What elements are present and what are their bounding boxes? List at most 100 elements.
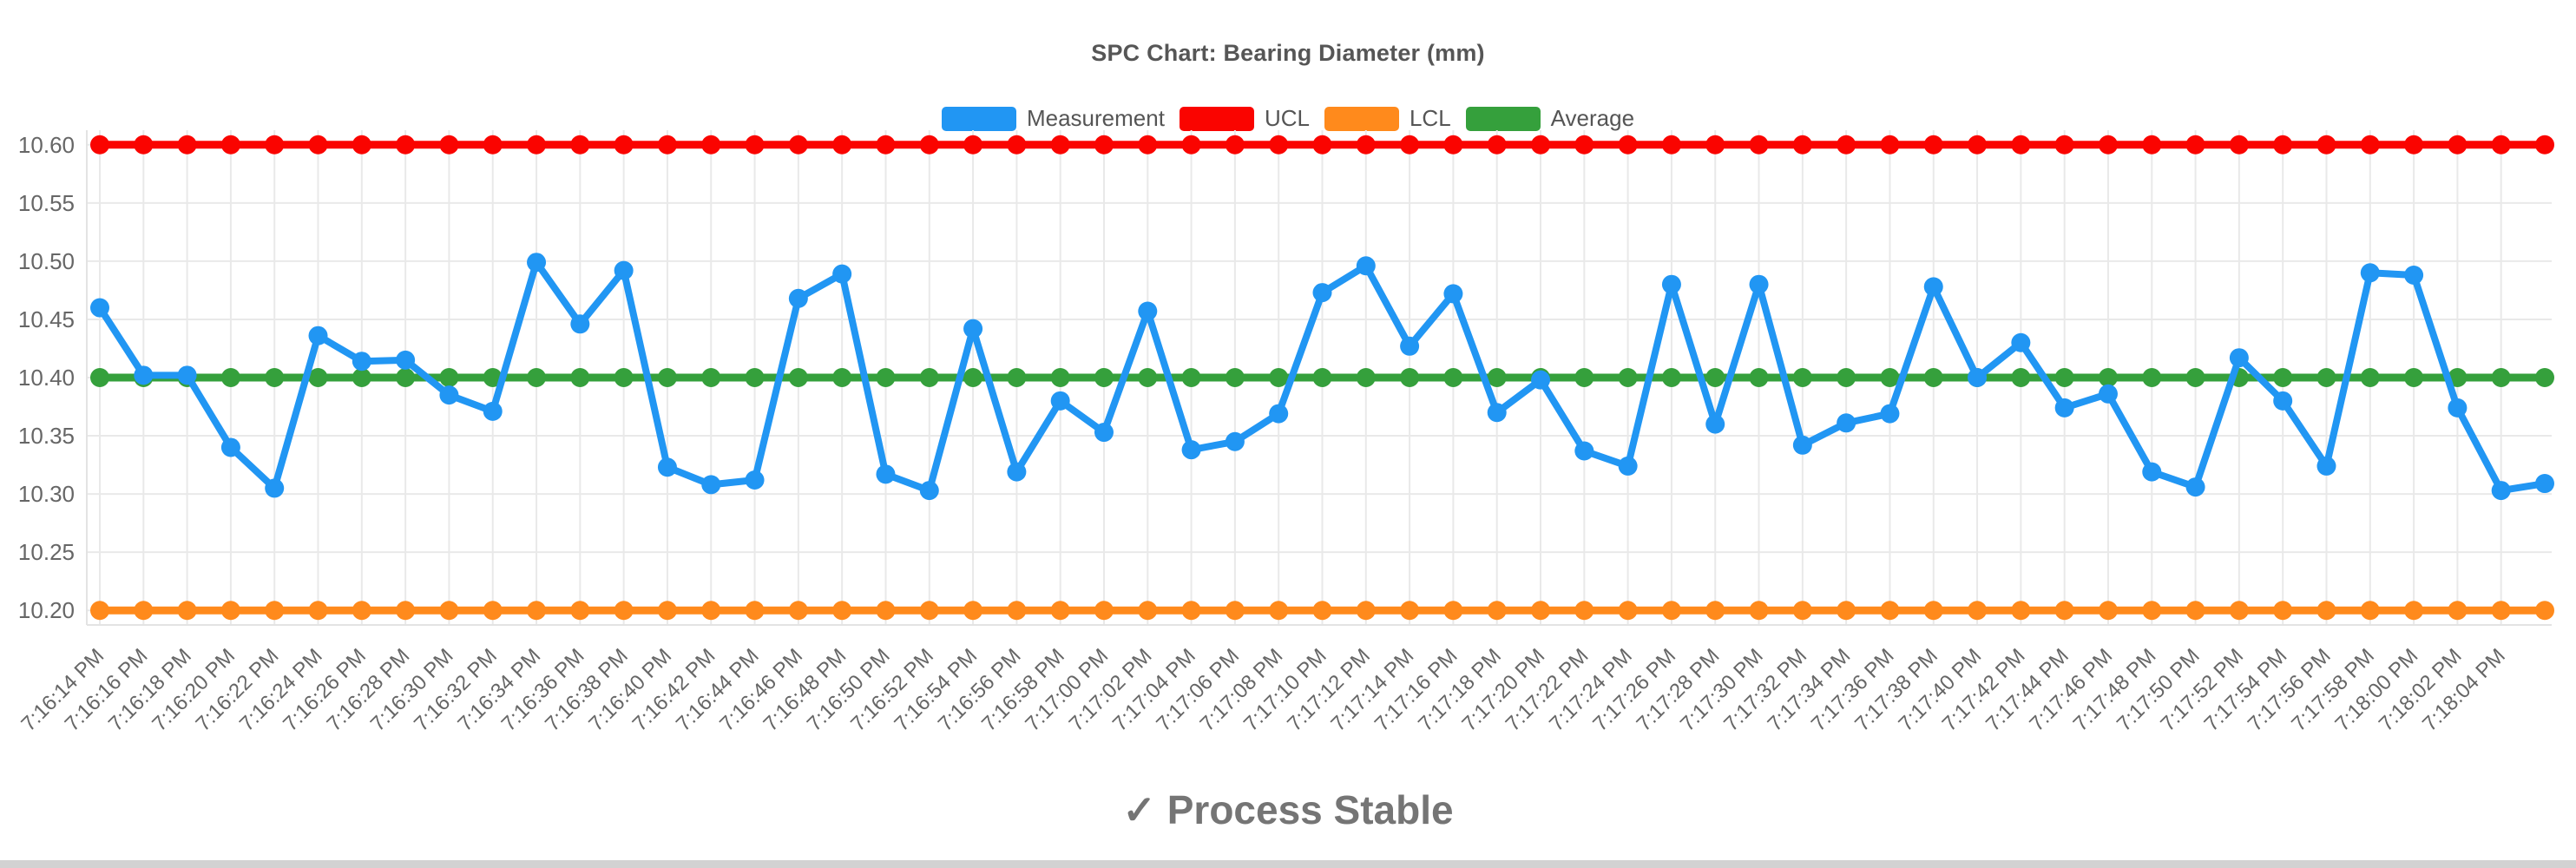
measurement-point[interactable]	[2054, 398, 2074, 418]
lcl-point	[1356, 601, 1376, 621]
measurement-point[interactable]	[2011, 332, 2031, 352]
measurement-point[interactable]	[1880, 404, 1900, 424]
measurement-point[interactable]	[876, 464, 896, 484]
measurement-point[interactable]	[657, 457, 677, 477]
measurement-point[interactable]	[1837, 413, 1856, 433]
legend-item-average[interactable]: Average	[1465, 105, 1634, 132]
ucl-point	[2535, 135, 2554, 155]
measurement-point[interactable]	[1007, 462, 1027, 482]
legend-item-measurement[interactable]: Measurement	[941, 105, 1165, 132]
measurement-point[interactable]	[134, 365, 154, 385]
measurement-point[interactable]	[1574, 441, 1594, 461]
ucl-point	[919, 135, 939, 155]
measurement-point[interactable]	[2491, 481, 2511, 501]
measurement-point[interactable]	[1531, 370, 1551, 390]
measurement-point[interactable]	[1749, 274, 1769, 294]
average-point	[1661, 368, 1681, 387]
ucl-point	[2273, 135, 2293, 155]
lcl-point	[1400, 601, 1420, 621]
lcl-point	[788, 601, 808, 621]
measurement-point[interactable]	[1400, 336, 1420, 356]
lcl-point	[2360, 601, 2380, 621]
measurement-point[interactable]	[2316, 456, 2336, 476]
ucl-point	[876, 135, 896, 155]
measurement-point[interactable]	[614, 260, 634, 280]
measurement-point[interactable]	[2535, 474, 2554, 494]
legend-item-ucl[interactable]: UCL	[1179, 105, 1310, 132]
lcl-point	[527, 601, 547, 621]
measurement-point[interactable]	[919, 481, 939, 501]
measurement-point[interactable]	[570, 314, 590, 334]
lcl-point	[570, 601, 590, 621]
measurement-point[interactable]	[1705, 414, 1725, 434]
legend-item-lcl[interactable]: LCL	[1324, 105, 1451, 132]
measurement-point[interactable]	[1443, 284, 1463, 304]
measurement-point[interactable]	[1923, 277, 1943, 297]
measurement-point[interactable]	[527, 253, 547, 273]
measurement-point[interactable]	[1618, 456, 1638, 476]
measurement-point[interactable]	[1225, 431, 1245, 451]
ucl-point	[2316, 135, 2336, 155]
measurement-point[interactable]	[220, 437, 240, 457]
lcl-point	[2448, 601, 2468, 621]
chart-title: SPC Chart: Bearing Diameter (mm)	[1091, 40, 1485, 66]
measurement-point[interactable]	[1181, 440, 1201, 460]
lcl-point	[265, 601, 285, 621]
measurement-point[interactable]	[396, 350, 416, 370]
y-tick-label: 10.25	[18, 539, 75, 565]
ucl-point	[745, 135, 765, 155]
measurement-point[interactable]	[2098, 384, 2118, 404]
measurement-point[interactable]	[439, 385, 459, 405]
measurement-point[interactable]	[701, 475, 721, 495]
measurement-point[interactable]	[788, 288, 808, 308]
ucl-point	[1225, 135, 1245, 155]
measurement-point[interactable]	[2360, 263, 2380, 283]
lcl-point	[352, 601, 371, 621]
ucl-point	[1618, 135, 1638, 155]
lcl-point	[2316, 601, 2336, 621]
ucl-point	[1138, 135, 1158, 155]
measurement-point[interactable]	[832, 264, 852, 284]
measurement-point[interactable]	[1792, 435, 1812, 455]
y-tick-label: 10.35	[18, 423, 75, 449]
measurement-point[interactable]	[2142, 462, 2162, 482]
measurement-point[interactable]	[745, 470, 765, 490]
lcl-point	[1487, 601, 1507, 621]
measurement-point[interactable]	[2229, 348, 2249, 368]
ucl-point	[90, 135, 109, 155]
measurement-point[interactable]	[1968, 368, 1988, 387]
measurement-point[interactable]	[177, 365, 197, 385]
measurement-point[interactable]	[352, 352, 371, 372]
measurement-point[interactable]	[1050, 391, 1070, 411]
lcl-point	[1749, 601, 1769, 621]
y-tick-label: 10.20	[18, 597, 75, 623]
measurement-point[interactable]	[265, 478, 285, 498]
average-point	[1618, 368, 1638, 387]
measurement-point[interactable]	[90, 298, 109, 318]
lcl-point	[1837, 601, 1856, 621]
measurement-point[interactable]	[2404, 265, 2424, 285]
measurement-point[interactable]	[1312, 283, 1332, 303]
measurement-point[interactable]	[1661, 274, 1681, 294]
measurement-point[interactable]	[1094, 423, 1114, 443]
average-point	[220, 368, 240, 387]
average-point	[1400, 368, 1420, 387]
lcl-point	[614, 601, 634, 621]
ucl-point	[2054, 135, 2074, 155]
ucl-point	[1181, 135, 1201, 155]
legend-label: LCL	[1409, 105, 1451, 131]
lcl-point	[657, 601, 677, 621]
measurement-point[interactable]	[963, 319, 983, 339]
measurement-point[interactable]	[1487, 403, 1507, 423]
measurement-point[interactable]	[1138, 301, 1158, 321]
measurement-point[interactable]	[2273, 391, 2293, 411]
measurement-point[interactable]	[2448, 398, 2468, 418]
measurement-point[interactable]	[1269, 404, 1289, 424]
measurement-point[interactable]	[308, 326, 328, 345]
measurement-point[interactable]	[483, 401, 503, 421]
legend-swatch	[1179, 106, 1254, 131]
measurement-point[interactable]	[2185, 477, 2205, 497]
measurement-point[interactable]	[1356, 256, 1376, 276]
